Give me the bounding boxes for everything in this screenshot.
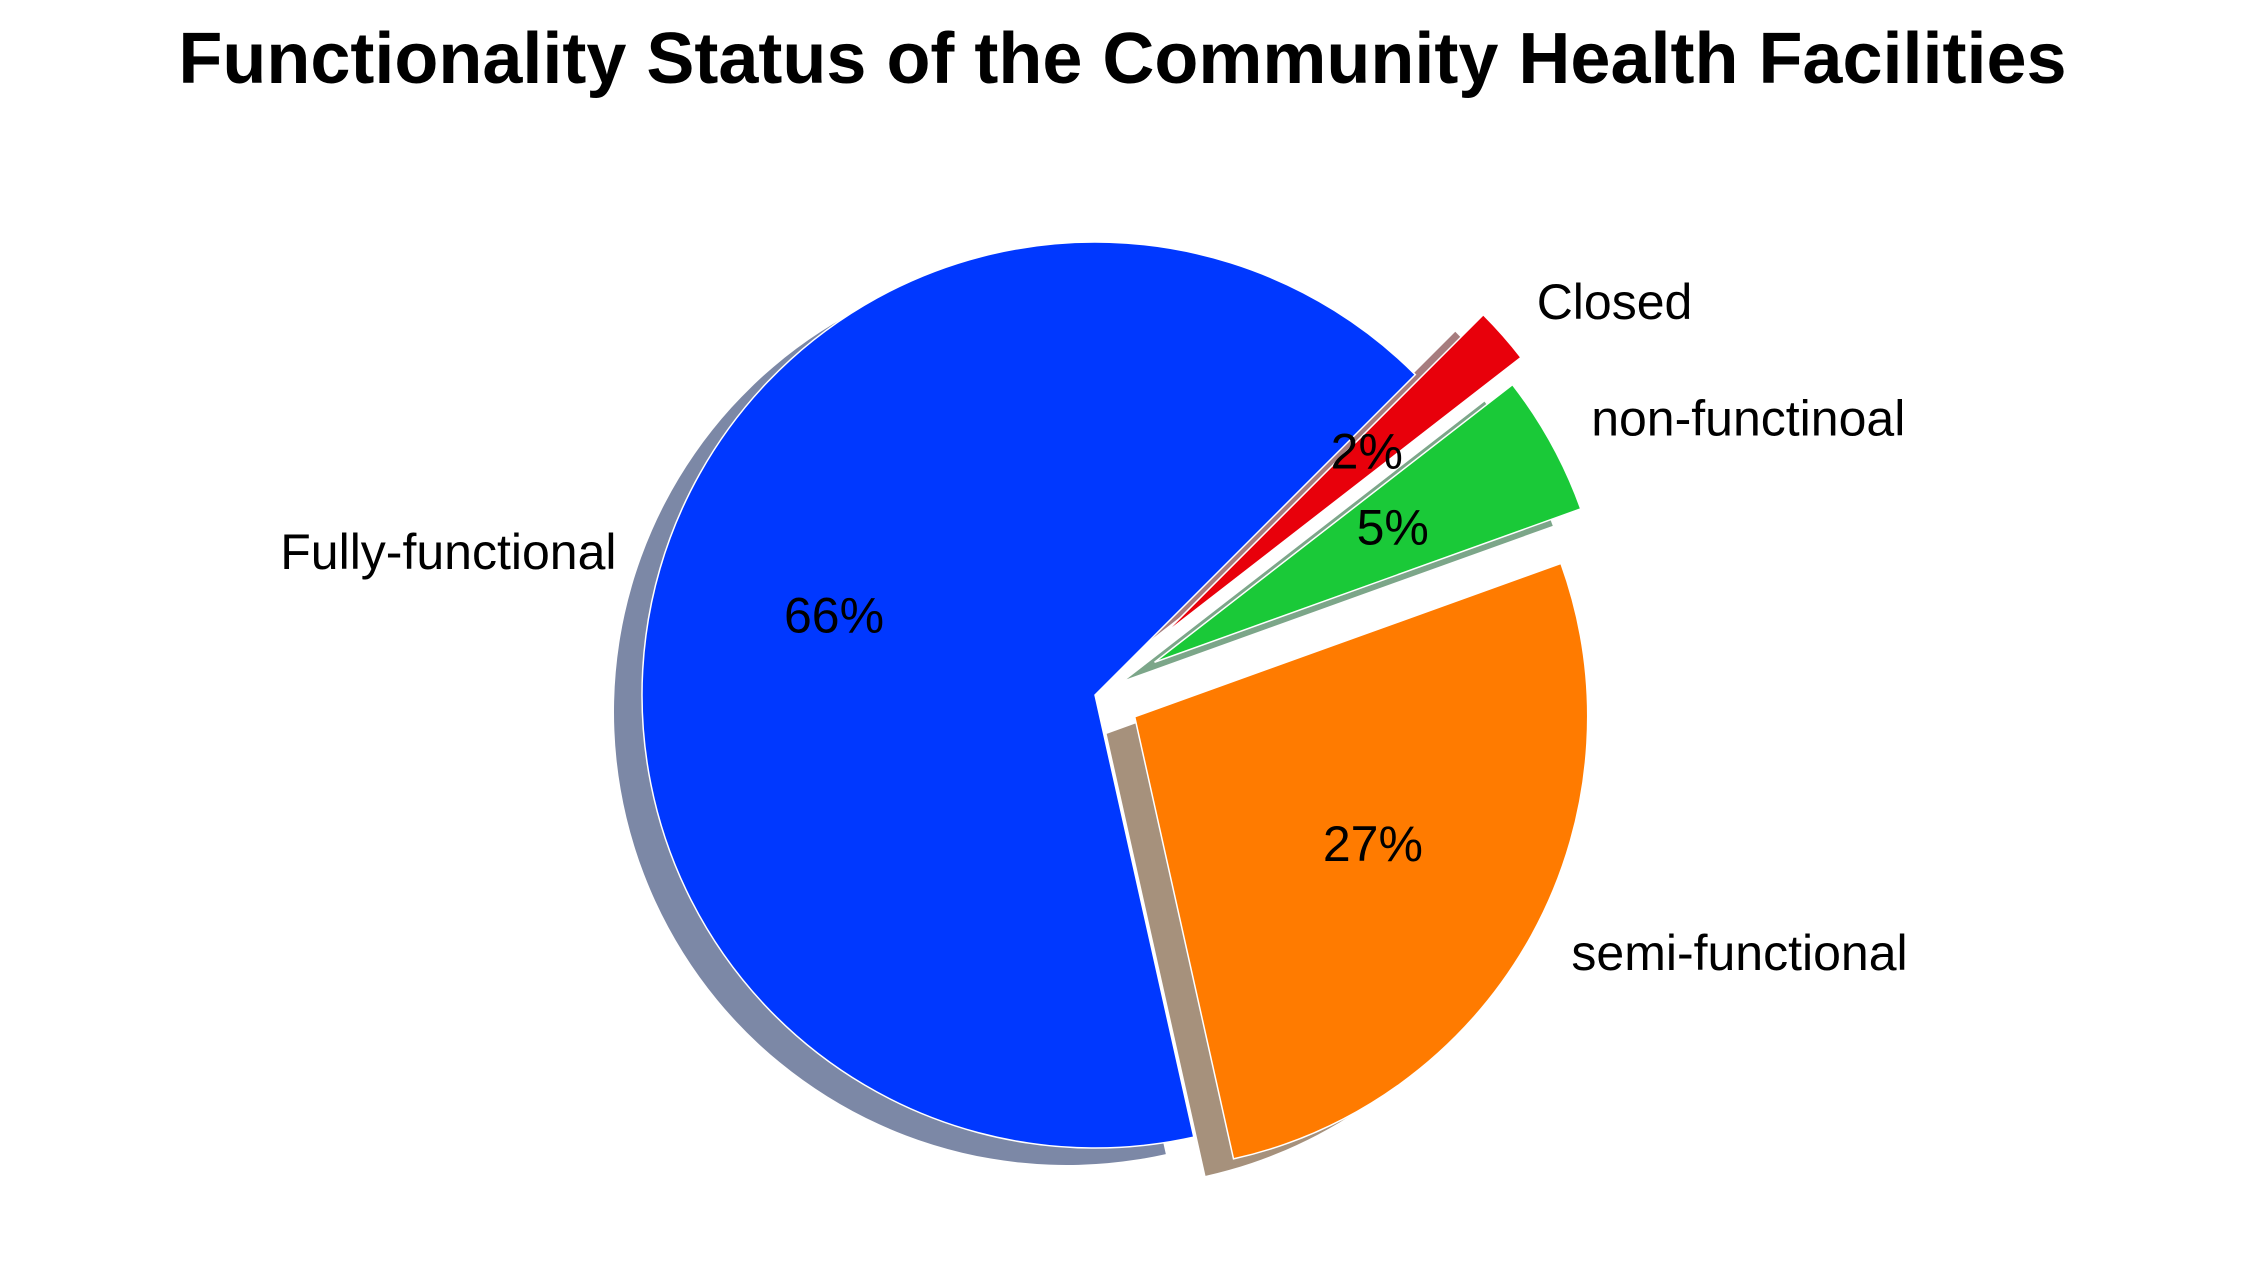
slice-label-semi-functional: semi-functional (1571, 925, 1907, 981)
slice-label-closed: Closed (1537, 274, 1693, 330)
slice-pct-fully-functional: 66% (784, 587, 884, 643)
slice-pct-semi-functional: 27% (1323, 816, 1423, 872)
slice-pct-closed: 2% (1331, 424, 1403, 480)
pie-labels: Fully-functional 66% semi-functional 27% non… (280, 274, 1907, 981)
pie-slices (641, 241, 1589, 1160)
slice-label-fully-functional: Fully-functional (280, 524, 616, 580)
pie-slice-fully-functional (641, 241, 1417, 1149)
slice-pct-non-functinoal: 5% (1357, 500, 1429, 556)
slice-label-non-functinoal: non-functinoal (1591, 390, 1905, 446)
pie-slice-non-functinoal (1154, 383, 1582, 663)
pie-slice-semi-functional (1133, 562, 1589, 1160)
chart-title: Functionality Status of the Community He… (178, 19, 2067, 99)
pie-slice-closed (1162, 313, 1522, 636)
